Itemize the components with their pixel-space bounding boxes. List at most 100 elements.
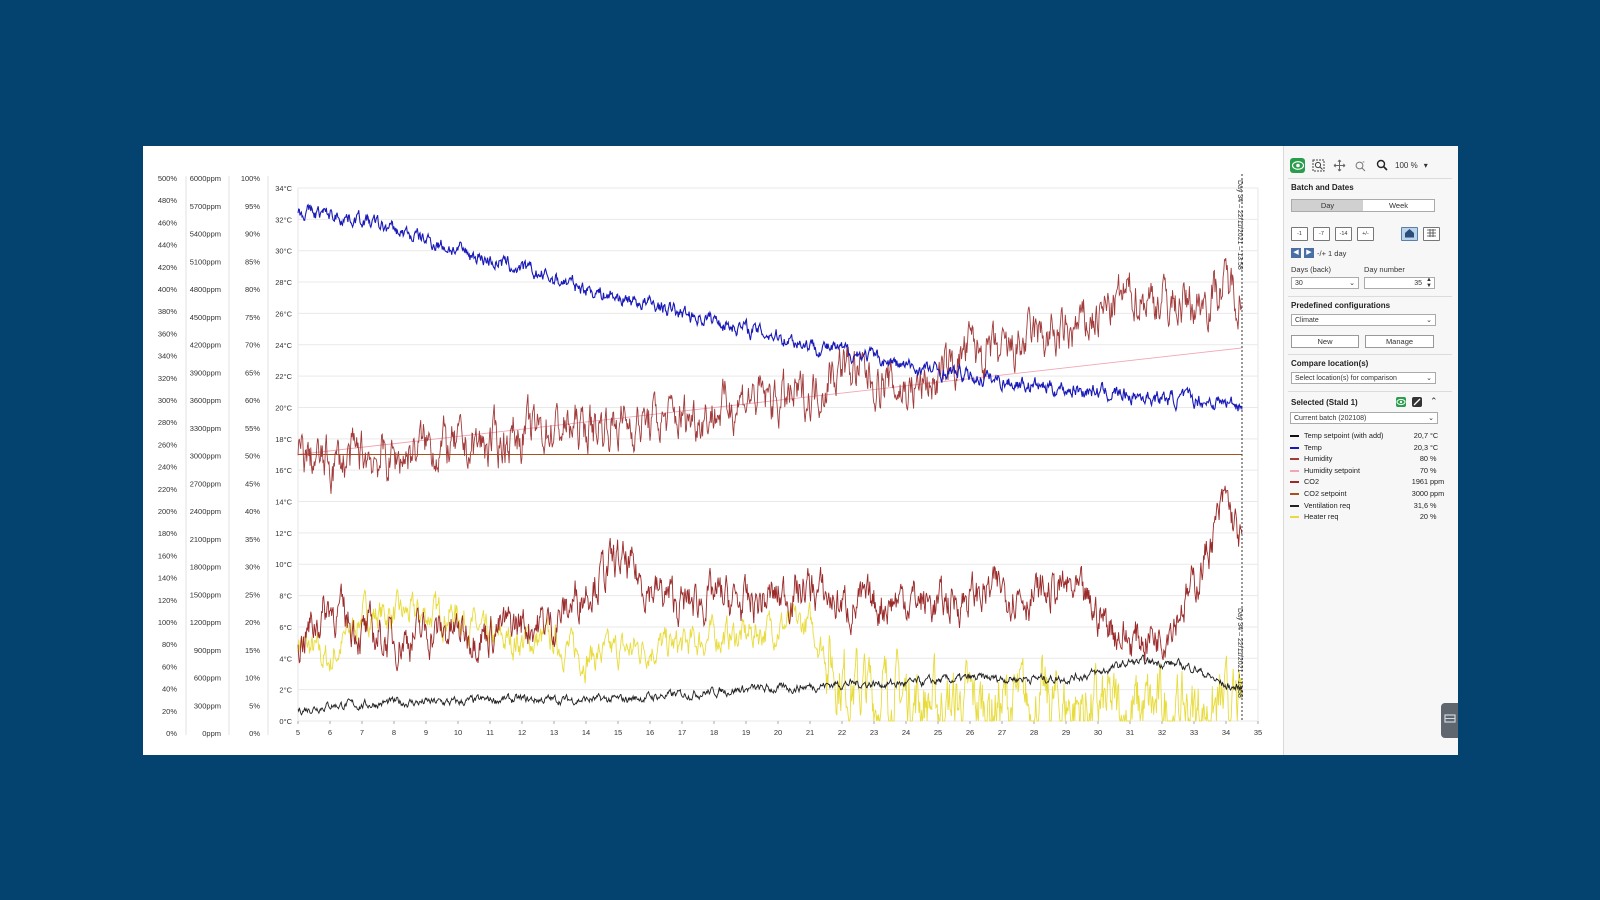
y-tick-temp: 28°C bbox=[275, 278, 292, 287]
y-tick-ppm: 3300ppm bbox=[190, 424, 221, 433]
eye-icon[interactable] bbox=[1290, 157, 1305, 173]
y-tick-ppm: 5700ppm bbox=[190, 202, 221, 211]
legend-row[interactable]: Ventilation req 31,6% bbox=[1290, 500, 1452, 512]
calendar-grid-icon[interactable] bbox=[1423, 227, 1440, 241]
legend-swatch bbox=[1290, 481, 1299, 484]
legend-row[interactable]: Temp setpoint (with add) 20,7 °C bbox=[1290, 430, 1452, 442]
predefined-config-select[interactable]: Climate ⌄ bbox=[1291, 314, 1436, 326]
x-tick: 23 bbox=[870, 728, 878, 737]
y-tick-percent-100: 35% bbox=[245, 535, 260, 544]
legend-row[interactable]: Temp 20,3 °C bbox=[1290, 442, 1452, 454]
legend-row[interactable]: CO2 setpoint 3000 ppm bbox=[1290, 488, 1452, 500]
spinner-arrows-icon[interactable]: ▲ ▼ bbox=[1426, 277, 1432, 289]
legend-name: Ventilation req bbox=[1304, 500, 1351, 510]
y-tick-ppm: 2400ppm bbox=[190, 507, 221, 516]
search-icon[interactable] bbox=[1374, 158, 1389, 173]
y-tick-percent-100: 25% bbox=[245, 590, 260, 599]
batch-select[interactable]: Current batch (202108) ⌄ bbox=[1290, 412, 1438, 424]
zoom-region-icon[interactable] bbox=[1311, 158, 1326, 173]
calendar-minus-1-icon[interactable]: -1 bbox=[1291, 227, 1308, 241]
x-tick: 33 bbox=[1190, 728, 1198, 737]
eye-toggle-icon[interactable] bbox=[1396, 397, 1406, 407]
new-button[interactable]: New bbox=[1291, 335, 1359, 348]
chart-canvas[interactable]: 34°C 32°C 30°C 28°C 26°C 24°C 22°C 20°C 18°C 16°C… bbox=[143, 146, 1283, 755]
y-tick-percent-100: 85% bbox=[245, 257, 260, 266]
y-tick-temp: 2°C bbox=[279, 686, 292, 695]
zoom-reset-icon[interactable]: x bbox=[1353, 158, 1368, 173]
y-tick-percent-100: 75% bbox=[245, 313, 260, 322]
chevron-down-icon: ⌄ bbox=[1426, 317, 1432, 324]
x-tick: 31 bbox=[1126, 728, 1134, 737]
legend-name: CO2 setpoint bbox=[1304, 488, 1347, 498]
next-day-icon[interactable]: ▶ bbox=[1304, 248, 1314, 258]
cursor-label-top: Day 34 – 22/11/2021 – 13:58 bbox=[1236, 180, 1243, 270]
legend-name: Heater req bbox=[1304, 512, 1339, 522]
y-tick-ppm: 5400ppm bbox=[190, 230, 221, 239]
x-tick: 12 bbox=[518, 728, 526, 737]
days-back-select[interactable]: 30 ⌄ bbox=[1291, 277, 1359, 289]
calendar-minus-7-icon[interactable]: -7 bbox=[1313, 227, 1330, 241]
legend-row[interactable]: Heater req 20% bbox=[1290, 511, 1452, 523]
y-tick-temp: 12°C bbox=[275, 529, 292, 538]
y-tick-ppm: 600ppm bbox=[194, 674, 221, 683]
legend-name: Humidity setpoint bbox=[1304, 465, 1360, 475]
y-tick-percent-500: 480% bbox=[158, 196, 178, 205]
x-tick: 15 bbox=[614, 728, 622, 737]
y-tick-percent-500: 280% bbox=[158, 418, 178, 427]
x-tick: 18 bbox=[710, 728, 718, 737]
divider bbox=[1288, 178, 1452, 179]
y-tick-percent-100: 10% bbox=[245, 674, 260, 683]
manage-button[interactable]: Manage bbox=[1365, 335, 1434, 348]
y-tick-percent-100: 80% bbox=[245, 285, 260, 294]
y-tick-temp: 14°C bbox=[275, 498, 292, 507]
x-tick: 14 bbox=[582, 728, 590, 737]
calendar-minus-14-icon[interactable]: -14 bbox=[1335, 227, 1352, 241]
prev-day-icon[interactable]: ◀ bbox=[1291, 248, 1301, 258]
chart-area[interactable]: 34°C 32°C 30°C 28°C 26°C 24°C 22°C 20°C 18°C 16°C… bbox=[143, 146, 1283, 755]
y-tick-temp: 6°C bbox=[279, 623, 292, 632]
y-tick-percent-100: 90% bbox=[245, 230, 260, 239]
x-tick: 29 bbox=[1062, 728, 1070, 737]
y-tick-ppm: 3900ppm bbox=[190, 368, 221, 377]
days-back-label: Days (back) bbox=[1291, 265, 1332, 274]
y-tick-percent-100: 55% bbox=[245, 424, 260, 433]
y-tick-percent-500: 260% bbox=[158, 440, 178, 449]
y-tick-percent-500: 380% bbox=[158, 307, 178, 316]
tab-week[interactable]: Week bbox=[1388, 201, 1409, 210]
day-number-spinner[interactable]: 35 ▲ ▼ bbox=[1364, 277, 1435, 289]
y-tick-temp: 26°C bbox=[275, 309, 292, 318]
collapse-icon[interactable]: ⌃ bbox=[1430, 396, 1438, 406]
legend-unit: ppm bbox=[1430, 488, 1445, 498]
day-number-label: Day number bbox=[1364, 265, 1405, 274]
y-tick-percent-500: 180% bbox=[158, 529, 178, 538]
day-number-value: 35 bbox=[1414, 280, 1422, 287]
legend-row[interactable]: Humidity setpoint 70% bbox=[1290, 465, 1452, 477]
y-tick-percent-500: 200% bbox=[158, 507, 178, 516]
y-tick-percent-100: 45% bbox=[245, 479, 260, 488]
tab-day[interactable]: Day bbox=[1292, 200, 1363, 211]
y-tick-percent-100: 100% bbox=[241, 174, 261, 183]
legend-value: 31,6 bbox=[1413, 500, 1428, 510]
y-tick-percent-500: 400% bbox=[158, 285, 178, 294]
side-drawer-handle[interactable] bbox=[1441, 703, 1458, 738]
x-tick: 27 bbox=[998, 728, 1006, 737]
house-icon[interactable] bbox=[1401, 227, 1418, 241]
legend-swatch bbox=[1290, 469, 1299, 472]
y-tick-percent-500: 60% bbox=[162, 662, 177, 671]
legend-value: 20,7 bbox=[1413, 431, 1428, 440]
cursor-label-bottom: Day 34 – 22/11/2021 – 13:58 bbox=[1236, 608, 1243, 698]
y-tick-percent-100: 5% bbox=[249, 701, 260, 710]
edit-icon[interactable] bbox=[1412, 397, 1422, 407]
calendar-range-icon[interactable]: +/- bbox=[1357, 227, 1374, 241]
x-tick: 17 bbox=[678, 728, 686, 737]
legend-value: 20 bbox=[1419, 512, 1428, 522]
pan-icon[interactable] bbox=[1332, 158, 1347, 173]
compare-select[interactable]: Select location(s) for comparison ⌄ bbox=[1291, 372, 1436, 384]
legend-row[interactable]: CO2 1961 ppm bbox=[1290, 476, 1452, 488]
zoom-level[interactable]: 100 % bbox=[1395, 160, 1418, 170]
chevron-down-icon[interactable]: ▾ bbox=[1423, 160, 1428, 170]
legend-row[interactable]: Humidity 80% bbox=[1290, 453, 1452, 465]
legend-swatch bbox=[1290, 458, 1299, 461]
legend-name: Temp setpoint (with add) bbox=[1304, 431, 1384, 440]
toolbar: x 100 % ▾ bbox=[1290, 157, 1428, 173]
